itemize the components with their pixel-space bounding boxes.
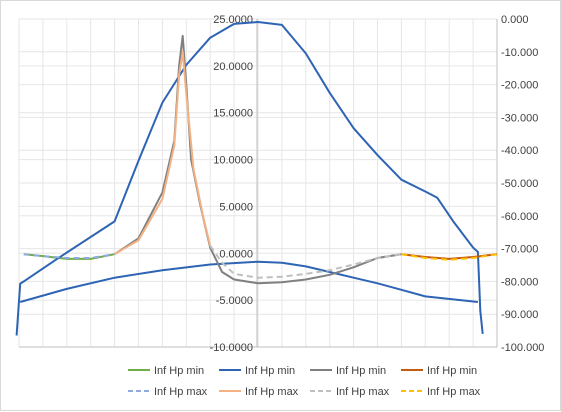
secondary-y-tick-label: -30.000 bbox=[501, 112, 538, 124]
secondary-y-tick-label: -40.000 bbox=[501, 145, 538, 157]
primary-y-tick-label: 5.0000 bbox=[219, 201, 253, 213]
legend-label: Inf Hp min bbox=[245, 365, 295, 377]
legend-label: Inf Hp min bbox=[427, 365, 477, 377]
primary-y-tick-label: 10.0000 bbox=[213, 155, 253, 167]
gridlines bbox=[18, 18, 498, 348]
series-line-8 bbox=[209, 245, 402, 279]
primary-y-tick-label: 0.0000 bbox=[219, 248, 253, 260]
series-line-2 bbox=[15, 21, 484, 336]
primary-y-tick-label: 20.0000 bbox=[213, 61, 253, 73]
secondary-y-tick-label: -50.000 bbox=[501, 178, 538, 190]
primary-y-tick-label: -10.0000 bbox=[210, 342, 253, 354]
legend-label: Inf Hp max bbox=[336, 386, 390, 398]
secondary-y-tick-label: -80.000 bbox=[501, 276, 538, 288]
secondary-y-tick-label: -100.000 bbox=[501, 342, 544, 354]
secondary-y-tick-label: -70.000 bbox=[501, 244, 538, 256]
secondary-y-tick-label: -60.000 bbox=[501, 211, 538, 223]
primary-y-tick-label: -5.0000 bbox=[216, 295, 253, 307]
series-lines bbox=[15, 21, 498, 336]
secondary-y-tick-label: 0.000 bbox=[501, 14, 529, 26]
primary-y-tick-label: 15.0000 bbox=[213, 108, 253, 120]
series-line-9 bbox=[401, 253, 498, 261]
axes bbox=[19, 19, 498, 348]
secondary-y-tick-label: -20.000 bbox=[501, 80, 538, 92]
secondary-y-tick-label: -90.000 bbox=[501, 309, 538, 321]
legend-label: Inf Hp max bbox=[154, 386, 208, 398]
legend: Inf Hp min Inf Hp min Inf Hp min Inf Hp min… bbox=[128, 365, 481, 398]
series-line-7 bbox=[114, 50, 212, 256]
legend-label: Inf Hp max bbox=[245, 386, 299, 398]
tick-labels: 25.000020.000015.000010.00005.00000.0000… bbox=[210, 14, 545, 354]
series-line-3 bbox=[19, 260, 479, 303]
series-line-6 bbox=[23, 253, 115, 259]
legend-label: Inf Hp min bbox=[154, 365, 204, 377]
legend-label: Inf Hp max bbox=[427, 386, 481, 398]
secondary-y-tick-label: -10.000 bbox=[501, 47, 538, 59]
legend-label: Inf Hp min bbox=[336, 365, 386, 377]
